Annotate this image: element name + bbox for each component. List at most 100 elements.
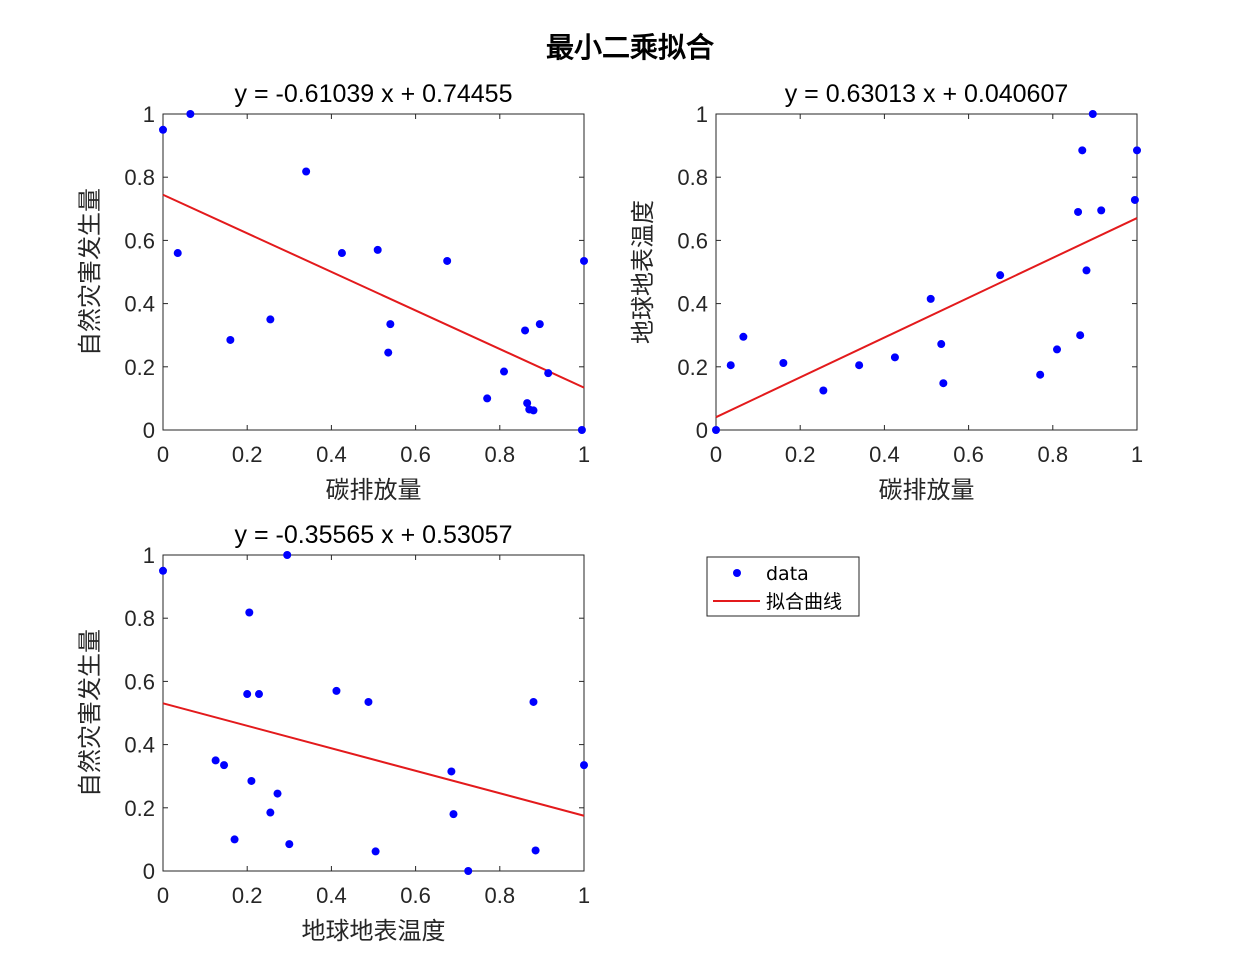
data-point: [245, 608, 254, 617]
y-tick-label: 0.8: [124, 165, 155, 190]
data-point: [283, 551, 292, 559]
y-axis-label: 自然灾害发生量: [76, 629, 104, 797]
data-point: [386, 320, 395, 329]
x-tick-label: 0.8: [1038, 442, 1069, 467]
data-point: [211, 756, 220, 765]
subplot-title: y = 0.63013 x + 0.040607: [785, 80, 1069, 108]
x-axis-label: 碳排放量: [879, 476, 975, 504]
data-point: [500, 367, 509, 376]
data-point: [266, 315, 275, 324]
data-point: [226, 335, 235, 344]
subplot-title: y = -0.61039 x + 0.74455: [235, 80, 513, 108]
y-tick-label: 0.8: [124, 606, 155, 631]
data-point: [855, 361, 864, 370]
data-point: [443, 256, 452, 265]
figure-title: 最小二乘拟合: [546, 31, 715, 64]
data-point: [1097, 206, 1106, 215]
data-point: [483, 394, 492, 403]
data-point: [186, 110, 195, 118]
x-tick-label: 0.6: [953, 442, 984, 467]
data-point: [712, 426, 720, 434]
data-point: [529, 406, 538, 415]
x-tick-label: 0.6: [400, 883, 431, 908]
fit-line: [715, 217, 1138, 419]
data-point: [449, 810, 458, 819]
data-point: [1074, 207, 1083, 216]
data-point: [447, 767, 456, 776]
data-point: [173, 249, 182, 258]
x-tick-label: 0: [157, 883, 169, 908]
data-point: [254, 690, 263, 699]
x-tick-label: 0.2: [232, 883, 263, 908]
data-point: [243, 690, 252, 699]
subplot-top-left: 0 0.2 0.4 0.6 0.8 1 0 0.2 0.4 0.6 0.8 1 y = -0.61039…: [76, 80, 590, 504]
data-point: [1036, 370, 1045, 379]
x-tick-label: 0.4: [316, 883, 347, 908]
y-tick-label: 0: [696, 418, 708, 443]
y-tick-label: 0.6: [124, 228, 155, 253]
x-tick-label: 0.6: [400, 442, 431, 467]
data-point: [159, 125, 167, 134]
y-tick-label: 0.2: [124, 796, 155, 821]
y-tick-label: 0.4: [677, 292, 708, 317]
data-point: [779, 359, 788, 368]
data-point: [1133, 146, 1141, 155]
subplot-top-right: 0 0.2 0.4 0.6 0.8 1 0 0.2 0.4 0.6 0.8 1 y = 0.63013 …: [629, 80, 1143, 504]
x-tick-label: 0.8: [485, 883, 516, 908]
data-point: [531, 846, 540, 855]
data-point: [371, 847, 380, 856]
data-point: [535, 320, 544, 329]
y-tick-label: 1: [143, 102, 155, 127]
data-point: [285, 840, 294, 849]
y-tick-label: 0.4: [124, 733, 155, 758]
data-point: [819, 386, 828, 395]
fit-line: [162, 193, 585, 389]
x-tick-label: 0: [710, 442, 722, 467]
axes-box: [162, 554, 585, 872]
data-point: [364, 697, 373, 706]
data-point: [230, 835, 239, 844]
x-tick-label: 0: [157, 442, 169, 467]
data-point: [1053, 345, 1062, 354]
data-point: [332, 686, 341, 695]
fit-line: [162, 702, 585, 817]
data-point: [529, 697, 538, 706]
data-point: [937, 340, 946, 349]
y-tick-label: 0.8: [677, 165, 708, 190]
data-point: [996, 271, 1005, 280]
data-point: [1082, 266, 1091, 275]
legend-data-label: data: [766, 563, 809, 585]
data-point: [1130, 195, 1139, 204]
data-point: [464, 867, 473, 875]
y-tick-label: 0: [143, 859, 155, 884]
x-tick-label: 0.2: [232, 442, 263, 467]
x-tick-label: 0.2: [785, 442, 816, 467]
data-point: [521, 326, 530, 335]
x-axis-label: 碳排放量: [326, 476, 422, 504]
y-tick-label: 1: [143, 543, 155, 568]
data-point: [580, 761, 588, 770]
y-tick-label: 1: [696, 102, 708, 127]
x-tick-label: 0.4: [869, 442, 900, 467]
x-tick-label: 1: [1131, 442, 1143, 467]
data-point: [739, 332, 748, 341]
legend-box: [706, 556, 860, 617]
data-point: [159, 566, 167, 575]
data-point: [247, 776, 256, 785]
x-tick-label: 1: [578, 883, 590, 908]
data-point: [926, 294, 935, 303]
data-point: [890, 353, 899, 362]
x-axis-label: 地球地表温度: [302, 917, 446, 945]
legend-fit-label: 拟合曲线: [766, 591, 842, 613]
axes-box: [162, 113, 585, 431]
data-point: [1078, 146, 1087, 155]
y-axis-label: 地球地表温度: [629, 200, 657, 344]
x-tick-label: 0.4: [316, 442, 347, 467]
axes-box: [715, 113, 1138, 431]
data-point: [373, 245, 382, 254]
y-tick-label: 0.2: [124, 355, 155, 380]
y-tick-label: 0: [143, 418, 155, 443]
data-point: [1076, 331, 1085, 340]
data-point: [220, 761, 229, 770]
